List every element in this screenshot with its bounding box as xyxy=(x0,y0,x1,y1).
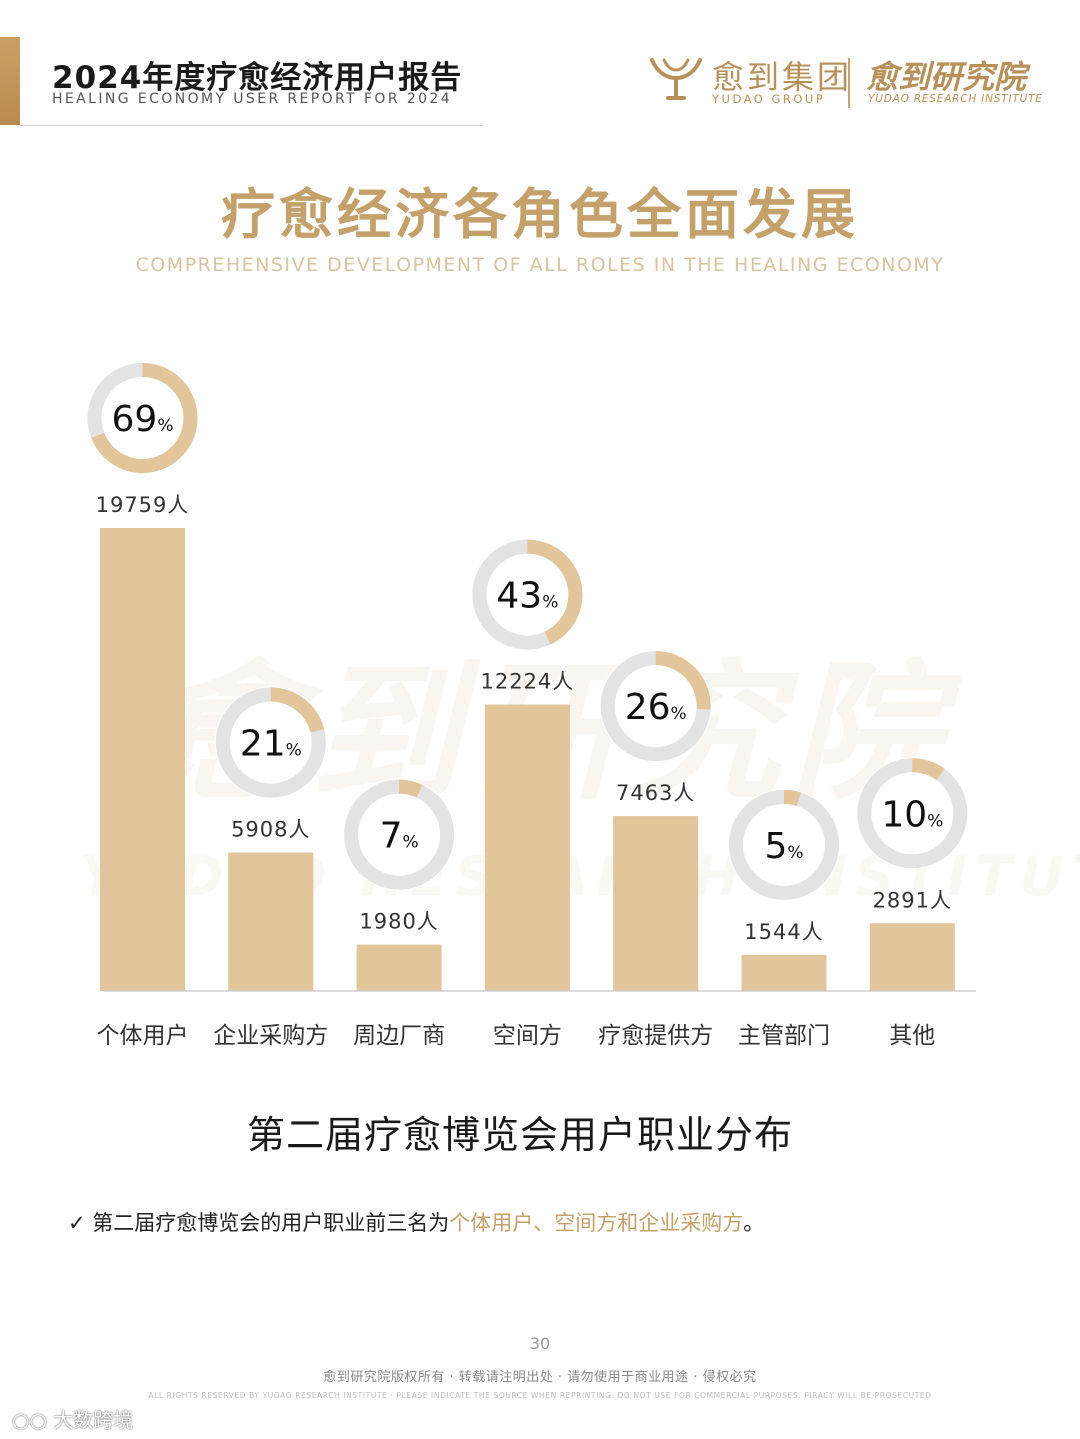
ring-fill-5 xyxy=(729,789,839,900)
source-watermark: ○○ 大数跨境 xyxy=(12,1404,133,1433)
category-label-6: 其他 xyxy=(889,1023,935,1049)
percent-label-4: 26% xyxy=(625,687,687,728)
ring-backdrop-6 xyxy=(856,757,969,870)
percent-sign-1: % xyxy=(286,741,302,761)
yudao-logo-icon xyxy=(650,58,702,100)
copyright-en: ALL RIGHTS RESERVED BY YUDAO RESEARCH IN… xyxy=(148,1391,932,1400)
percent-ring-2: 7% xyxy=(343,778,456,891)
bar-3 xyxy=(484,704,570,991)
report-title: 2024年度疗愈经济用户报告 xyxy=(52,60,463,96)
conclusion-suffix: 。 xyxy=(743,1211,765,1235)
ring-backdrop-2 xyxy=(343,778,456,891)
section-title: 疗愈经济各角色全面发展 xyxy=(221,183,859,246)
header-accent-bar xyxy=(0,37,20,125)
conclusion-line: ✓ 第二届疗愈博览会的用户职业前三名为个体用户、空间方和企业采购方。 xyxy=(68,1207,764,1237)
institute-name: 愈到研究院 xyxy=(866,58,1027,96)
category-label-5: 主管部门 xyxy=(738,1023,830,1049)
ring-backdrop-4 xyxy=(599,650,712,763)
bar-2 xyxy=(356,944,442,991)
ring-fill-1 xyxy=(215,687,326,798)
rings-layer: 69%21%7%43%26%5%10% xyxy=(86,362,969,901)
value-label-1: 5908人 xyxy=(231,818,310,842)
category-label-4: 疗愈提供方 xyxy=(598,1023,713,1049)
percent-ring-5: 5% xyxy=(728,788,840,901)
ring-fill-4 xyxy=(600,651,711,762)
percent-sign-4: % xyxy=(671,704,687,724)
ring-backdrop-5 xyxy=(728,788,840,901)
value-label-5: 1544人 xyxy=(744,920,823,944)
value-label-4: 7463人 xyxy=(616,781,695,805)
category-label-2: 周边厂商 xyxy=(353,1023,445,1049)
percent-label-0: 69% xyxy=(112,399,174,440)
bar-0 xyxy=(100,528,185,991)
percent-label-3: 43% xyxy=(496,576,558,617)
percent-label-5: 5% xyxy=(764,826,803,867)
value-label-3: 12224人 xyxy=(480,670,574,694)
percent-sign-2: % xyxy=(402,833,418,853)
percent-ring-1: 21% xyxy=(214,686,327,799)
page-number: 30 xyxy=(529,1334,551,1353)
source-logo-icon: ○○ xyxy=(12,1408,47,1432)
group-name: 愈到集团 xyxy=(712,58,853,96)
percent-ring-6: 10% xyxy=(856,757,969,870)
percent-ring-3: 43% xyxy=(471,538,584,651)
institute-name-en: YUDAO RESEARCH INSTITUTE xyxy=(868,93,1043,105)
value-label-6: 2891人 xyxy=(873,888,952,912)
ring-backdrop-3 xyxy=(471,538,584,651)
category-label-1: 企业采购方 xyxy=(213,1023,328,1049)
ring-fill-6 xyxy=(857,758,968,869)
section-subtitle: COMPREHENSIVE DEVELOPMENT OF ALL ROLES I… xyxy=(135,254,945,276)
value-label-2: 1980人 xyxy=(359,910,438,934)
percent-value-6: 10 xyxy=(881,794,927,835)
bars-layer xyxy=(100,528,955,991)
category-label-3: 空间方 xyxy=(493,1023,562,1049)
bar-1 xyxy=(228,852,314,991)
percent-value-4: 26 xyxy=(625,687,671,728)
percent-value-5: 5 xyxy=(764,826,787,867)
source-watermark-text: 大数跨境 xyxy=(53,1408,134,1432)
conclusion-text: 第二届疗愈博览会的用户职业前三名为 xyxy=(92,1211,450,1235)
percent-label-6: 10% xyxy=(881,794,943,835)
category-label-0: 个体用户 xyxy=(97,1023,189,1049)
header-divider xyxy=(20,125,483,126)
occupation-bar-chart: 69%21%7%43%26%5%10% 19759人个体用户5908人企业采购方… xyxy=(86,362,976,1049)
percent-ring-4: 26% xyxy=(599,650,712,763)
logo-divider xyxy=(848,58,850,108)
ring-fill-0 xyxy=(87,363,198,473)
percent-sign-6: % xyxy=(927,811,943,831)
chart-title: 第二届疗愈博览会用户职业分布 xyxy=(246,1113,793,1157)
ring-fill-2 xyxy=(344,779,455,890)
percent-value-1: 21 xyxy=(240,724,286,765)
check-icon: ✓ xyxy=(68,1211,86,1235)
value-label-0: 19759人 xyxy=(96,493,190,517)
group-name-en: YUDAO GROUP xyxy=(712,92,826,106)
percent-sign-3: % xyxy=(542,593,558,613)
percent-value-2: 7 xyxy=(380,816,403,857)
percent-sign-0: % xyxy=(157,416,173,436)
percent-value-3: 43 xyxy=(496,576,542,617)
report-subtitle: HEALING ECONOMY USER REPORT FOR 2024 xyxy=(52,91,453,107)
copyright-cn: 愈到研究院版权所有 · 转载请注明出处 · 请勿使用于商业用途 · 侵权必究 xyxy=(323,1370,757,1385)
bar-4 xyxy=(613,816,699,991)
percent-label-1: 21% xyxy=(240,724,302,765)
ring-backdrop-0 xyxy=(86,362,199,474)
percent-ring-0: 69% xyxy=(86,362,199,474)
labels-layer: 19759人个体用户5908人企业采购方1980人周边厂商12224人空间方74… xyxy=(96,493,952,1049)
ring-backdrop-1 xyxy=(214,686,327,799)
percent-value-0: 69 xyxy=(112,399,158,440)
bar-6 xyxy=(869,923,955,991)
percent-label-2: 7% xyxy=(380,816,419,857)
conclusion-highlight: 个体用户、空间方和企业采购方 xyxy=(449,1211,744,1235)
bar-5 xyxy=(741,954,827,991)
percent-sign-5: % xyxy=(787,843,803,863)
ring-fill-3 xyxy=(472,539,583,650)
